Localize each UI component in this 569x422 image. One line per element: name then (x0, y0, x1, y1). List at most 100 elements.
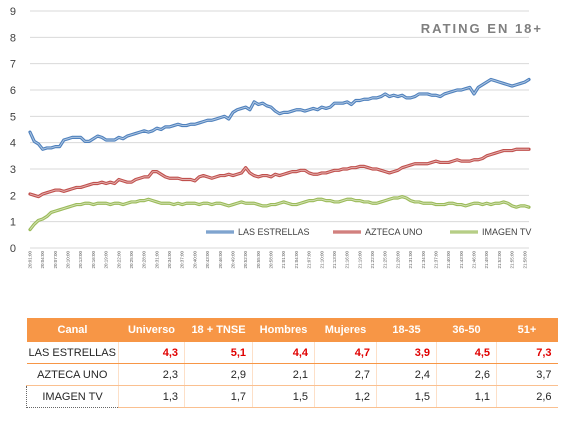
y-tick-label: 1 (10, 217, 16, 229)
table-cell: 2,1 (252, 363, 315, 386)
x-tick-label: 21:37:00 (433, 251, 438, 269)
row-channel-name: AZTECA UNO (26, 363, 119, 386)
legend-item: AZTECA UNO (333, 227, 423, 237)
table-header-row: Canal Universo 18 + TNSE Hombres Mujeres… (26, 318, 558, 342)
ratings-table: Canal Universo 18 + TNSE Hombres Mujeres… (26, 318, 558, 408)
table-cell: 2,9 (184, 363, 253, 386)
table-row: IMAGEN TV 1,3 1,7 1,5 1,2 1,5 1,1 2,6 (26, 385, 558, 408)
x-tick-label: 21:10:00 (319, 251, 324, 269)
x-tick-label: 20:22:00 (116, 251, 121, 269)
x-tick-label: 21:52:00 (497, 251, 502, 269)
x-tick-label: 21:22:00 (370, 251, 375, 269)
x-tick-label: 21:55:00 (510, 251, 515, 269)
series-line-inner (29, 196, 530, 230)
table-cell: 1,5 (252, 385, 315, 408)
table-cell: 1,2 (314, 385, 377, 408)
y-tick-label: 0 (10, 243, 16, 255)
legend-label: IMAGEN TV (482, 227, 531, 237)
rating-line-chart: 0 1 2 3 4 5 6 7 8 9 20:01:00 20:04:00 20:07:00 20:10… (10, 6, 543, 269)
header-51-plus: 51+ (496, 318, 558, 342)
table-cell: 2,3 (118, 363, 185, 386)
y-tick-label: 2 (10, 190, 16, 202)
x-axis-ticks: 20:01:00 20:04:00 20:07:00 20:10:00 20:13:00… (28, 251, 528, 269)
y-tick-label: 9 (10, 6, 16, 18)
table-cell: 2,4 (376, 363, 437, 386)
x-tick-label: 20:40:00 (192, 251, 197, 269)
y-tick-label: 6 (10, 85, 16, 97)
table-cell: 7,3 (496, 342, 558, 364)
y-tick-label: 8 (10, 32, 16, 44)
legend-item: LAS ESTRELLAS (206, 227, 310, 237)
series-imagen-tv (28, 195, 531, 232)
x-tick-label: 20:13:00 (78, 251, 83, 269)
y-tick-label: 7 (10, 59, 16, 71)
x-tick-label: 20:10:00 (66, 251, 71, 269)
x-tick-label: 20:43:00 (205, 251, 210, 269)
x-tick-label: 20:16:00 (91, 251, 96, 269)
x-tick-label: 20:31:00 (154, 251, 159, 269)
x-tick-label: 21:28:00 (395, 251, 400, 269)
header-36-50: 36-50 (436, 318, 497, 342)
legend-item: IMAGEN TV (450, 227, 531, 237)
x-tick-label: 21:04:00 (294, 251, 299, 269)
x-tick-label: 20:34:00 (167, 251, 172, 269)
row-channel-name: LAS ESTRELLAS (26, 342, 119, 364)
x-tick-label: 21:16:00 (345, 251, 350, 269)
table-cell: 4,3 (118, 342, 185, 364)
chart-title: RATING EN 18+ (421, 21, 543, 36)
x-tick-label: 21:01:00 (281, 251, 286, 269)
gridlines (30, 10, 529, 249)
row-channel-name: IMAGEN TV (26, 385, 119, 408)
x-tick-label: 20:52:00 (243, 251, 248, 269)
x-tick-label: 21:43:00 (459, 251, 464, 269)
legend-label: LAS ESTRELLAS (238, 227, 310, 237)
y-axis-ticks: 0 1 2 3 4 5 6 7 8 9 (10, 6, 16, 255)
legend: LAS ESTRELLAS AZTECA UNO IMAGEN TV (206, 227, 531, 237)
x-tick-label: 20:25:00 (129, 251, 134, 269)
series-azteca-uno (28, 147, 531, 199)
table-cell: 3,7 (496, 363, 558, 386)
header-18-tnse: 18 + TNSE (184, 318, 253, 342)
series-lines (28, 77, 531, 232)
y-tick-label: 5 (10, 111, 16, 123)
x-tick-label: 20:46:00 (218, 251, 223, 269)
header-18-35: 18-35 (376, 318, 437, 342)
table-cell: 5,1 (184, 342, 253, 364)
table-cell: 1,3 (118, 385, 185, 408)
table-cell: 3,9 (376, 342, 437, 364)
table-row: AZTECA UNO 2,3 2,9 2,1 2,7 2,4 2,6 3,7 (26, 363, 558, 386)
x-tick-label: 20:49:00 (230, 251, 235, 269)
x-tick-label: 20:07:00 (53, 251, 58, 269)
x-tick-label: 20:19:00 (104, 251, 109, 269)
table-row: LAS ESTRELLAS 4,3 5,1 4,4 4,7 3,9 4,5 7,… (26, 342, 558, 364)
x-tick-label: 20:01:00 (28, 251, 33, 269)
series-line-outer (28, 147, 531, 199)
table-cell: 2,6 (496, 385, 558, 408)
x-tick-label: 21:13:00 (332, 251, 337, 269)
table-cell: 4,5 (436, 342, 497, 364)
x-tick-label: 21:31:00 (408, 251, 413, 269)
header-mujeres: Mujeres (314, 318, 377, 342)
x-tick-label: 20:37:00 (180, 251, 185, 269)
y-tick-label: 3 (10, 164, 16, 176)
x-tick-label: 21:58:00 (522, 251, 527, 269)
table-cell: 1,5 (376, 385, 437, 408)
x-tick-label: 20:55:00 (256, 251, 261, 269)
x-tick-label: 21:19:00 (357, 251, 362, 269)
x-tick-label: 21:40:00 (446, 251, 451, 269)
table-cell: 2,7 (314, 363, 377, 386)
series-las-estrellas (28, 77, 531, 151)
table-cell: 4,4 (252, 342, 315, 364)
table-cell: 4,7 (314, 342, 377, 364)
header-canal: Canal (26, 318, 119, 342)
x-tick-label: 20:28:00 (142, 251, 147, 269)
series-line-inner (29, 148, 529, 198)
x-tick-label: 21:34:00 (421, 251, 426, 269)
header-hombres: Hombres (252, 318, 315, 342)
x-tick-label: 21:07:00 (307, 251, 312, 269)
x-tick-label: 20:58:00 (269, 251, 274, 269)
x-tick-label: 20:04:00 (40, 251, 45, 269)
table-cell: 1,7 (184, 385, 253, 408)
x-tick-label: 21:49:00 (484, 251, 489, 269)
